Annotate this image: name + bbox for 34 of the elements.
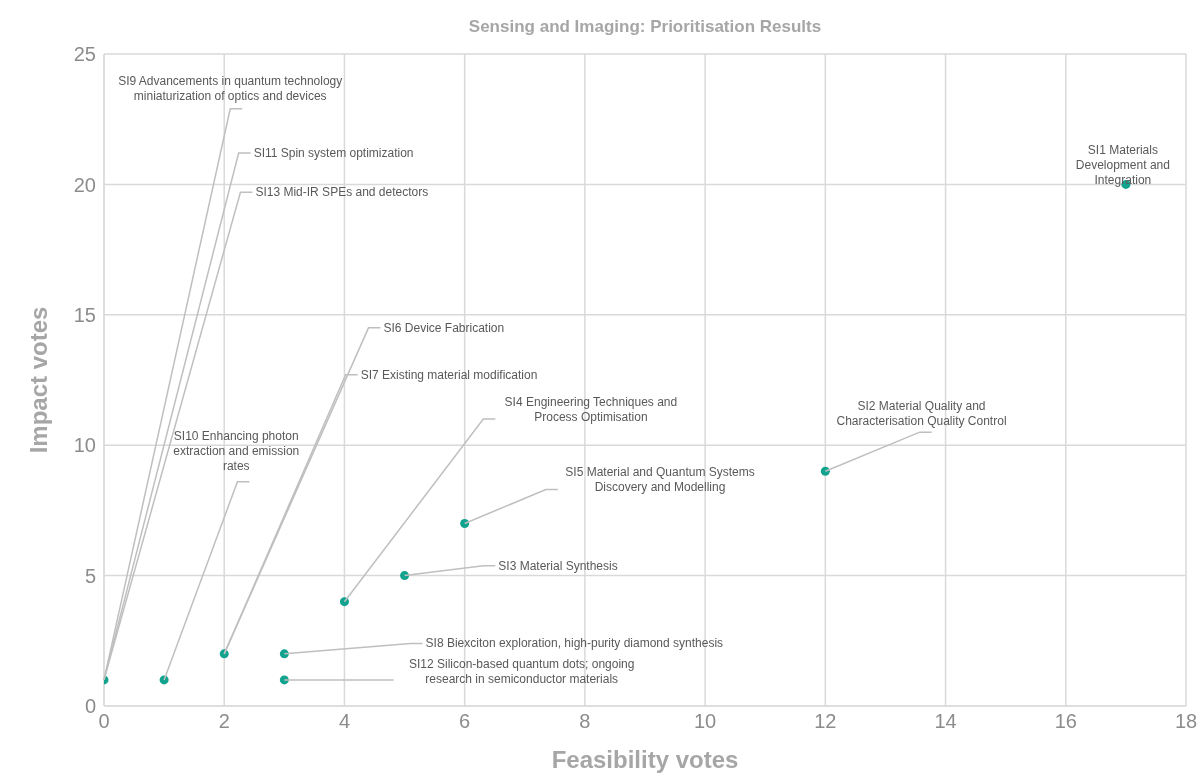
x-tick-label: 2 <box>218 710 230 733</box>
point <box>339 597 349 607</box>
annotation: SI12 Silicon-based quantum dots; ongoing research in semiconductor materials <box>408 657 635 687</box>
annotation: SI2 Material Quality and Characterisation Quality Control <box>836 398 1007 428</box>
annotation: SI5 Material and Quantum Systems Discovery and Modelling <box>565 465 755 495</box>
x-tick-label: 4 <box>338 710 351 733</box>
y-axis-title: Impact votes <box>24 306 52 454</box>
x-tick-label: 10 <box>693 710 717 733</box>
chart-title: Sensing and Imaging: Prioritisation Results <box>468 17 822 36</box>
y-tick-label: 0 <box>84 695 96 718</box>
x-tick-label: 0 <box>98 710 110 733</box>
y-tick-label: 10 <box>73 434 96 457</box>
x-tick-label: 8 <box>579 710 591 733</box>
y-tick-label: 20 <box>73 173 96 196</box>
annotation: SI6 Device Fabrication <box>383 320 505 335</box>
annotation: SI4 Engineering Techniques and Process Optimisation <box>504 395 678 425</box>
x-tick-label: 14 <box>934 710 957 733</box>
annotation: SI13 Mid-IR SPEs and detectors <box>255 185 429 200</box>
annotation: SI9 Advancements in quantum technology miniaturization of optics and devices <box>118 74 343 104</box>
y-tick-label: 15 <box>73 303 96 326</box>
x-tick-label: 6 <box>459 710 471 733</box>
y-tick-label: 25 <box>73 43 96 66</box>
x-tick-label: 16 <box>1054 710 1077 733</box>
x-axis-title: Feasibility votes <box>551 746 739 773</box>
annotation: SI1 Materials Development and Integration <box>1075 143 1170 188</box>
annotation: SI10 Enhancing photon extraction and emission rates <box>173 428 300 473</box>
annotation: SI7 Existing material modification <box>360 367 538 382</box>
annotation: SI8 Biexciton exploration, high-purity diamond synthesis <box>425 636 724 651</box>
y-tick-label: 5 <box>84 564 96 587</box>
x-tick-label: 12 <box>814 710 837 733</box>
x-tick-label: 18 <box>1174 710 1198 733</box>
annotation: SI11 Spin system optimization <box>253 146 414 161</box>
annotation: SI3 Material Synthesis <box>498 558 618 573</box>
point <box>400 571 410 581</box>
